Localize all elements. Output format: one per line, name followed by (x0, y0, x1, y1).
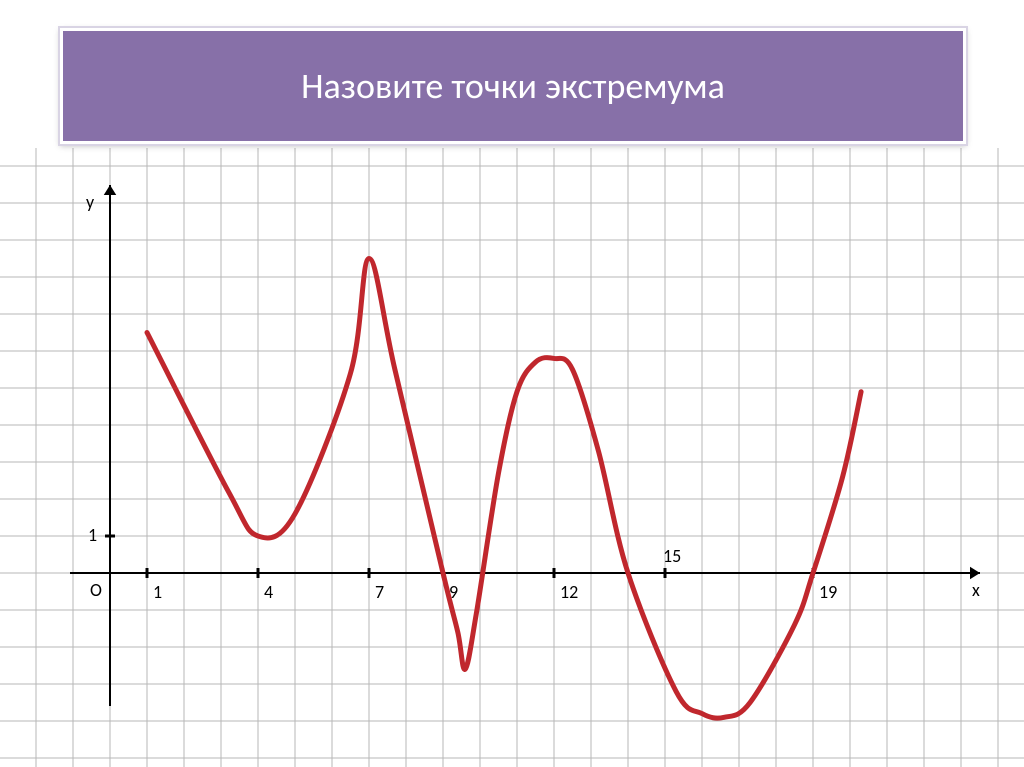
title-box: Назовите точки экстремума (60, 28, 966, 144)
slide: Назовите точки экстремума Oy x 1 1 4 7 9 12 15 19 (0, 0, 1024, 767)
x-tick-4: 4 (264, 581, 273, 603)
y-tick-1: 1 (88, 524, 97, 546)
x-tick-12: 12 (560, 581, 578, 603)
origin-label: O (90, 579, 102, 601)
x-tick-9: 9 (449, 581, 458, 603)
title-text: Назовите точки экстремума (301, 64, 725, 108)
x-tick-7: 7 (375, 581, 384, 603)
x-tick-15: 15 (663, 545, 681, 567)
y-axis-label: y (86, 191, 94, 213)
x-tick-19: 19 (819, 581, 837, 603)
x-tick-1: 1 (153, 581, 162, 603)
x-axis-label: x (972, 579, 980, 601)
